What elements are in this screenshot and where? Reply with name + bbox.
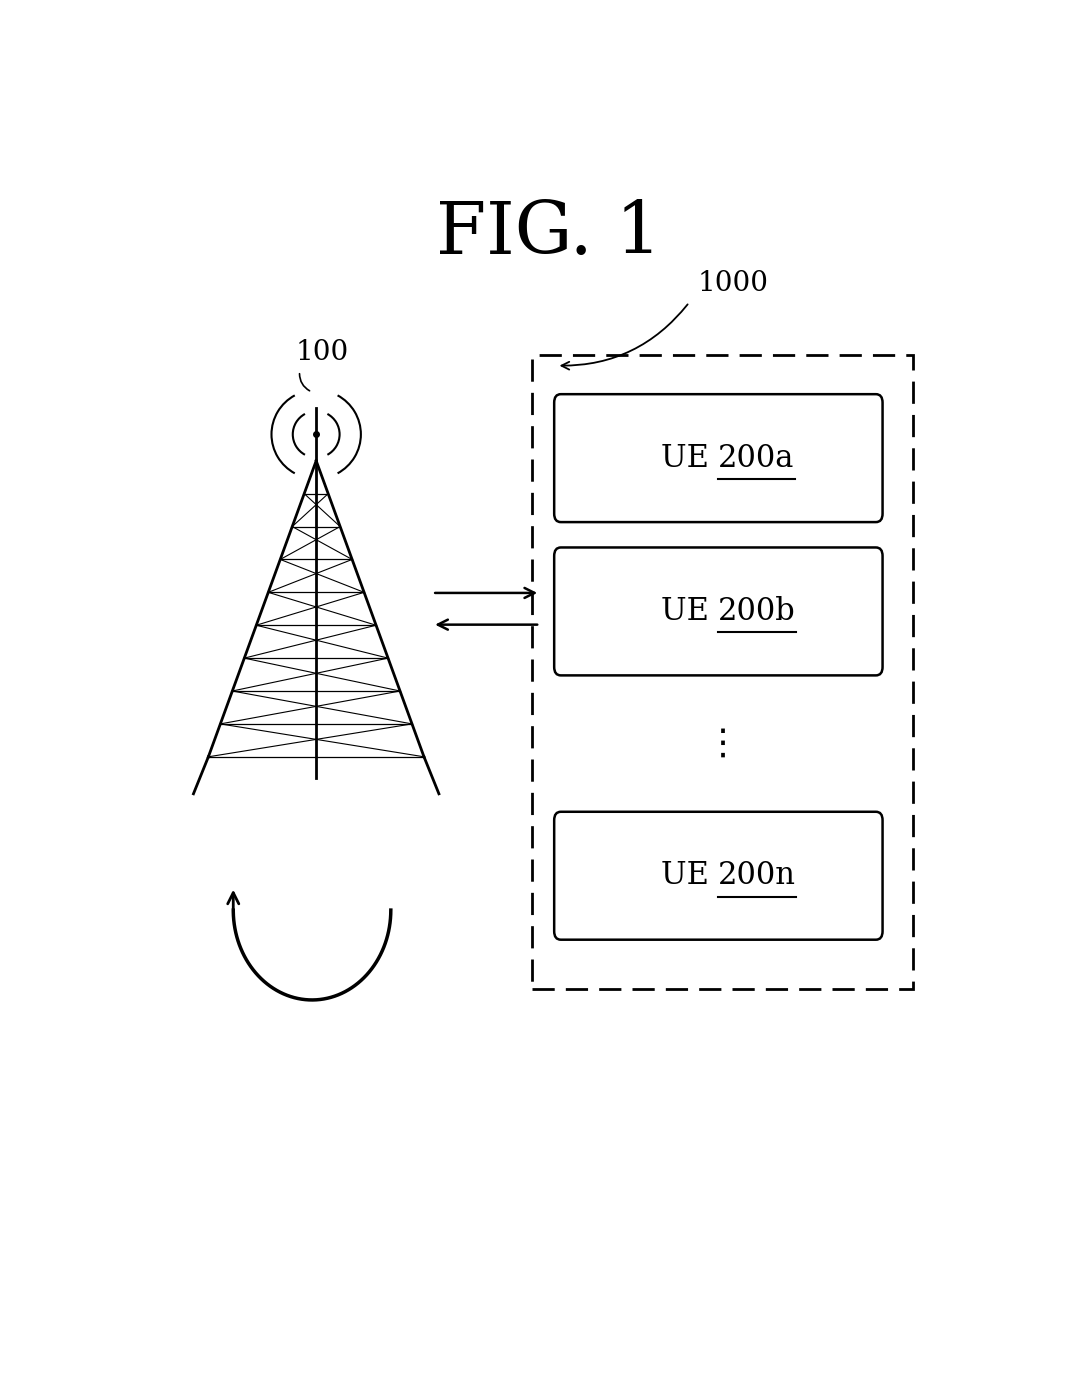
Text: 200b: 200b xyxy=(718,596,796,627)
Text: ⋮: ⋮ xyxy=(704,726,740,761)
Text: UE: UE xyxy=(660,442,718,474)
Text: UE: UE xyxy=(660,861,718,891)
Text: 1000: 1000 xyxy=(698,270,768,297)
Text: FIG. 1: FIG. 1 xyxy=(435,198,661,269)
Text: 200a: 200a xyxy=(718,442,795,474)
Text: 100: 100 xyxy=(295,339,349,365)
Text: UE: UE xyxy=(660,596,718,627)
Text: 200n: 200n xyxy=(718,861,796,891)
